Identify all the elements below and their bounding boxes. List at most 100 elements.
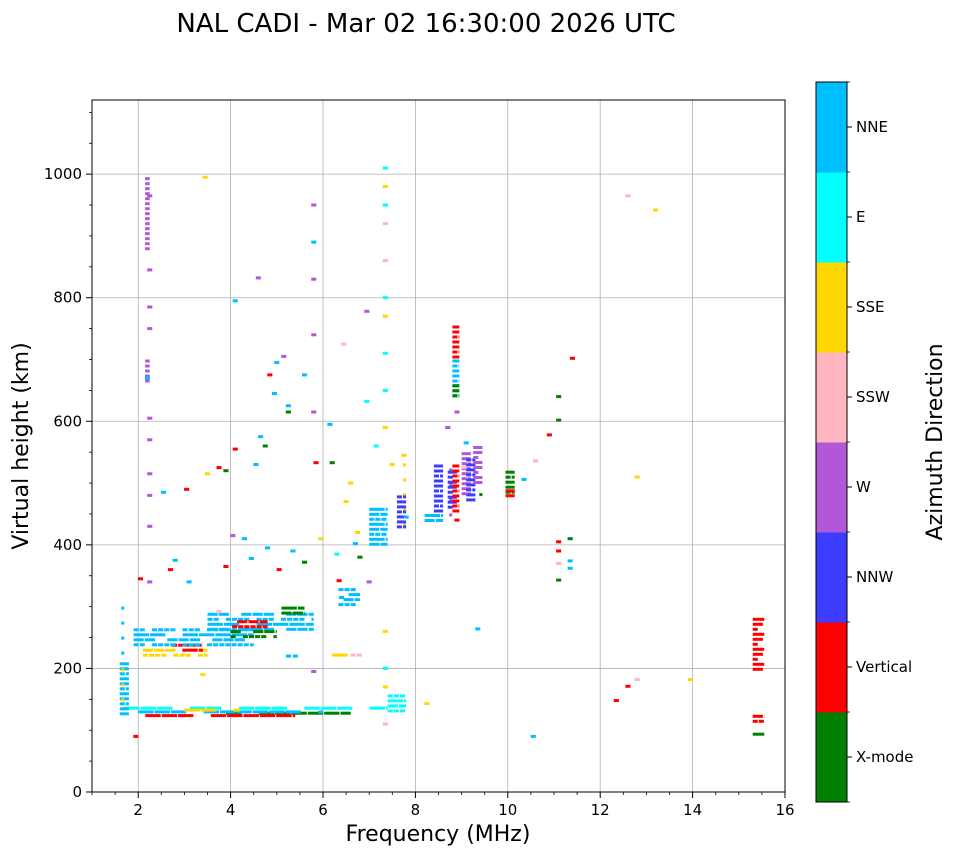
- echo-point-x-mode: [223, 469, 229, 473]
- colorbar-swatch-nne: [816, 82, 847, 173]
- echo-point-w: [454, 410, 460, 414]
- trace-segment-nne: [369, 507, 388, 546]
- echo-point-nne: [530, 734, 536, 738]
- echo-point-nne: [253, 463, 259, 466]
- echo-point-nne: [475, 627, 481, 631]
- trace-segment-nne: [424, 514, 444, 522]
- echo-point-vertical: [546, 433, 552, 437]
- echo-point-w: [230, 534, 236, 538]
- x-tick-label: 16: [775, 801, 794, 819]
- echo-point-sse: [382, 685, 388, 689]
- echo-point-ssw: [382, 259, 388, 263]
- echo-point-vertical: [556, 549, 562, 553]
- echo-point-nne: [302, 373, 308, 377]
- azimuth-colorbar: X-mode Vertical NNW W SSW SSE E NNE: [815, 81, 913, 803]
- trace-segment-w: [145, 177, 150, 251]
- echo-point-vertical: [232, 447, 238, 451]
- echo-point-nne: [274, 361, 280, 365]
- colorbar-swatch-ssw: [816, 352, 847, 443]
- echo-point-nne: [258, 435, 264, 439]
- echo-point-nne: [567, 566, 573, 570]
- echo-point-sse: [348, 481, 354, 485]
- trace-segment-w: [449, 468, 453, 517]
- echo-point-vertical: [133, 734, 139, 738]
- echo-point-ssw: [341, 342, 347, 346]
- trace-segment-nne: [207, 612, 314, 631]
- echo-point-e: [382, 666, 388, 670]
- echo-point-x-mode: [285, 410, 291, 414]
- trace-segment-x-mode: [752, 732, 765, 736]
- echo-point-e: [382, 388, 388, 392]
- echo-point-x-mode: [556, 578, 562, 582]
- trace-segment-vertical: [452, 325, 460, 359]
- echo-point-w: [311, 670, 317, 673]
- echo-point-vertical: [613, 699, 619, 703]
- echo-point-nne: [290, 549, 296, 553]
- echo-traces: [119, 166, 765, 738]
- echo-point-w: [147, 524, 153, 528]
- trace-segment-nne: [338, 588, 360, 607]
- echo-point-nne: [232, 299, 238, 303]
- trace-segment-ssw: [350, 653, 370, 657]
- trace-segment-nnw: [433, 464, 444, 513]
- colorbar-title: Azimuth Direction: [923, 343, 948, 540]
- y-tick-label: 1000: [44, 165, 82, 183]
- echo-point-e: [334, 552, 340, 556]
- echo-point-e: [382, 166, 388, 170]
- echo-point-vertical: [276, 568, 282, 572]
- echo-point-ssw: [533, 459, 539, 463]
- echo-point-nne: [292, 654, 298, 658]
- echo-point-x-mode: [556, 395, 562, 399]
- trace-segment-x-mode: [281, 606, 305, 615]
- echo-point-nne: [265, 546, 271, 550]
- echo-point-sse: [382, 426, 388, 429]
- echo-point-w: [366, 580, 372, 584]
- echo-point-e: [382, 203, 388, 207]
- echo-point-nne: [285, 404, 291, 408]
- trace-segment-sse: [184, 708, 240, 712]
- echo-point-x-mode: [302, 560, 308, 564]
- echo-point-w: [255, 276, 261, 280]
- echo-point-nne: [285, 654, 291, 658]
- echo-point-w: [147, 493, 153, 497]
- echo-point-w: [147, 438, 153, 442]
- trace-segment-nne: [138, 710, 323, 714]
- trace-segment-nnw: [396, 495, 407, 529]
- trace-segment-sse: [332, 653, 348, 657]
- echo-point-w: [147, 580, 153, 584]
- echo-point-w: [147, 472, 153, 476]
- colorbar-swatch-e: [816, 172, 847, 263]
- y-tick-label: 0: [72, 783, 82, 801]
- echo-point-sse: [382, 185, 388, 188]
- x-tick-label: 14: [683, 801, 702, 819]
- trace-segment-nne: [119, 662, 129, 716]
- echo-point-x-mode: [262, 444, 268, 448]
- echo-point-nne: [311, 240, 317, 244]
- echo-point-nne: [161, 490, 167, 494]
- echo-point-sse: [389, 463, 395, 466]
- echo-point-vertical: [168, 568, 174, 572]
- y-tick-label: 800: [53, 289, 82, 307]
- x-tick-label: 12: [591, 801, 610, 819]
- trace-segment-vertical: [452, 464, 460, 513]
- echo-point-ssw: [382, 722, 388, 726]
- echo-point-sse: [382, 314, 388, 318]
- x-tick-label: 4: [226, 801, 236, 819]
- echo-point-sse: [204, 472, 210, 476]
- echo-point-nne: [352, 542, 358, 546]
- echo-point-sse: [424, 702, 430, 706]
- colorbar-swatch-nnw: [816, 532, 847, 623]
- echo-point-ssw: [625, 194, 631, 198]
- trace-segment-e: [387, 694, 407, 713]
- trace-segment-e: [124, 706, 388, 710]
- echo-point-nne: [248, 557, 254, 560]
- x-axis-ticks: 2 4 6 8 10 12 14 16: [91, 792, 795, 819]
- echo-point-ssw: [634, 678, 640, 681]
- echo-point-w: [147, 194, 153, 198]
- echo-point-nne: [403, 515, 409, 519]
- colorbar-swatch-x-mode: [816, 712, 847, 803]
- colorbar-label: SSE: [856, 298, 885, 316]
- echo-point-vertical: [556, 540, 562, 544]
- echo-point-e: [364, 400, 370, 403]
